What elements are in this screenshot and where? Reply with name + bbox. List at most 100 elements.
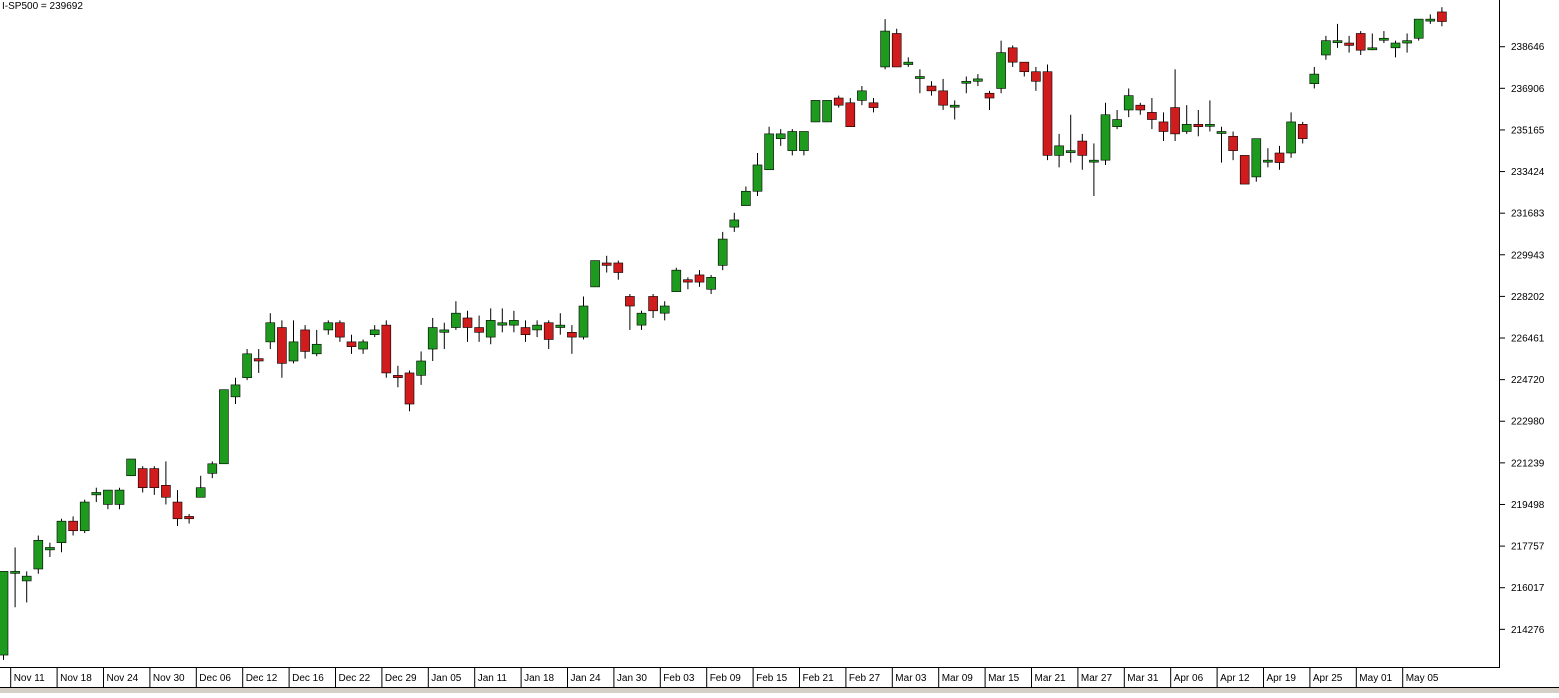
candle[interactable]	[1321, 35, 1331, 60]
candle[interactable]	[1089, 143, 1099, 197]
candle[interactable]	[810, 100, 821, 123]
candle[interactable]	[833, 95, 844, 108]
candle[interactable]	[346, 334, 357, 354]
candle[interactable]	[137, 466, 148, 493]
candle[interactable]	[1135, 102, 1146, 115]
candle[interactable]	[103, 489, 113, 510]
candle[interactable]	[1437, 7, 1447, 27]
candle[interactable]	[787, 129, 798, 156]
candle[interactable]	[1077, 133, 1088, 170]
candle[interactable]	[45, 542, 55, 558]
candle[interactable]	[126, 458, 136, 477]
candle[interactable]	[1205, 100, 1215, 132]
candle[interactable]	[1216, 126, 1227, 163]
candle[interactable]	[659, 301, 670, 321]
candle[interactable]	[369, 325, 380, 338]
candle[interactable]	[265, 313, 276, 350]
candle[interactable]	[91, 487, 102, 503]
candle[interactable]	[729, 212, 740, 232]
candle[interactable]	[578, 296, 589, 340]
candle[interactable]	[21, 571, 32, 603]
candle[interactable]	[381, 320, 392, 378]
candle[interactable]	[509, 310, 519, 333]
candle[interactable]	[230, 377, 241, 405]
candle[interactable]	[926, 81, 937, 96]
candle[interactable]	[532, 320, 542, 338]
candle[interactable]	[636, 310, 647, 330]
candle[interactable]	[1402, 33, 1412, 53]
candle[interactable]	[1239, 155, 1250, 185]
candle[interactable]	[416, 351, 426, 385]
candle[interactable]	[1065, 114, 1076, 163]
candle[interactable]	[1379, 31, 1389, 44]
candle[interactable]	[543, 320, 554, 350]
candle[interactable]	[1112, 109, 1122, 130]
candle[interactable]	[915, 69, 925, 94]
candle[interactable]	[1263, 148, 1273, 168]
candle[interactable]	[694, 270, 705, 287]
candle[interactable]	[323, 320, 334, 335]
candle[interactable]	[1286, 112, 1296, 158]
candle[interactable]	[10, 547, 20, 608]
candle[interactable]	[613, 260, 624, 280]
candle[interactable]	[671, 267, 682, 292]
candle[interactable]	[253, 349, 264, 373]
candle[interactable]	[1170, 69, 1180, 142]
candle[interactable]	[555, 313, 566, 335]
candle[interactable]	[845, 98, 856, 128]
candle[interactable]	[68, 516, 78, 536]
candle[interactable]	[1100, 102, 1111, 165]
candle[interactable]	[891, 28, 902, 68]
candle[interactable]	[1413, 18, 1424, 41]
candle[interactable]	[451, 301, 461, 330]
candle[interactable]	[1228, 131, 1238, 161]
candle[interactable]	[172, 490, 183, 526]
candle[interactable]	[1147, 98, 1157, 130]
candle[interactable]	[938, 78, 948, 110]
candle[interactable]	[439, 322, 450, 350]
candle[interactable]	[393, 365, 403, 388]
candle[interactable]	[822, 100, 832, 123]
candle[interactable]	[207, 461, 218, 479]
candle[interactable]	[161, 461, 171, 505]
candle[interactable]	[1309, 66, 1320, 89]
candle[interactable]	[973, 74, 983, 87]
candle[interactable]	[1367, 33, 1378, 51]
candle[interactable]	[1390, 40, 1401, 58]
candle[interactable]	[1425, 14, 1436, 24]
candle[interactable]	[961, 76, 972, 94]
candle[interactable]	[520, 320, 531, 342]
candle[interactable]	[648, 294, 658, 318]
candle[interactable]	[1007, 45, 1018, 67]
candle[interactable]	[56, 518, 67, 553]
candle[interactable]	[219, 389, 229, 465]
candle[interactable]	[33, 535, 44, 574]
candle[interactable]	[1251, 138, 1262, 182]
candle[interactable]	[1297, 121, 1308, 144]
candle[interactable]	[590, 260, 600, 288]
candle[interactable]	[799, 131, 809, 156]
candle[interactable]	[288, 320, 299, 364]
scrollbar-track[interactable]	[0, 688, 1559, 693]
candle[interactable]	[625, 294, 635, 330]
candle[interactable]	[242, 349, 252, 381]
candle[interactable]	[880, 19, 890, 70]
candle[interactable]	[775, 129, 786, 146]
candle[interactable]	[184, 513, 194, 524]
candle[interactable]	[857, 86, 867, 106]
candle[interactable]	[114, 487, 125, 510]
candle[interactable]	[1332, 23, 1343, 48]
candle[interactable]	[996, 40, 1006, 94]
candle[interactable]	[404, 370, 415, 412]
candle[interactable]	[358, 339, 368, 354]
candle[interactable]	[601, 255, 612, 273]
candle[interactable]	[1344, 35, 1354, 53]
candle[interactable]	[949, 100, 960, 120]
candle[interactable]	[1355, 31, 1366, 55]
candle[interactable]	[1054, 133, 1064, 168]
candle[interactable]	[1031, 66, 1041, 91]
candle[interactable]	[567, 325, 577, 354]
candle[interactable]	[1193, 109, 1204, 137]
candle[interactable]	[683, 277, 693, 290]
